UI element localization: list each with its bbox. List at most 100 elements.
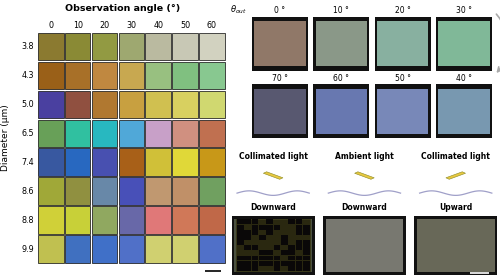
Bar	[65, 235, 90, 263]
Bar	[288, 266, 295, 271]
Text: 20 °: 20 °	[394, 6, 410, 15]
Bar	[252, 219, 258, 224]
Bar	[288, 245, 295, 250]
Bar	[296, 266, 302, 271]
Bar	[237, 256, 244, 261]
Bar	[296, 219, 302, 224]
Bar	[146, 120, 171, 147]
Bar	[296, 261, 302, 266]
Bar	[118, 91, 144, 118]
Text: Collimated light: Collimated light	[238, 152, 308, 161]
Bar	[274, 225, 280, 230]
Bar	[259, 235, 266, 240]
Text: 60 °: 60 °	[334, 74, 349, 83]
Bar	[281, 240, 288, 245]
Text: 3.8: 3.8	[22, 42, 34, 51]
Text: 9.9: 9.9	[22, 245, 34, 254]
Bar	[259, 250, 266, 255]
Bar	[438, 21, 490, 66]
Bar	[296, 245, 302, 250]
Bar	[172, 91, 198, 118]
Bar	[65, 91, 90, 118]
Bar	[303, 230, 310, 235]
Text: 40: 40	[153, 21, 163, 30]
Text: 10: 10	[73, 21, 83, 30]
Bar	[38, 62, 64, 89]
Bar	[118, 33, 144, 60]
Bar	[436, 17, 492, 71]
Bar	[274, 266, 280, 271]
Bar	[252, 17, 308, 71]
Bar	[266, 230, 273, 235]
Bar	[374, 17, 430, 71]
Bar	[288, 250, 295, 255]
Bar	[199, 148, 224, 176]
Polygon shape	[446, 172, 466, 179]
Bar	[266, 261, 273, 266]
Text: Upward: Upward	[439, 203, 472, 212]
Text: 4.3: 4.3	[22, 71, 34, 80]
Bar	[38, 33, 64, 60]
Bar	[172, 235, 198, 263]
Bar	[172, 62, 198, 89]
Bar	[234, 219, 312, 272]
Bar	[38, 206, 64, 234]
Bar	[303, 261, 310, 266]
Bar	[65, 148, 90, 176]
Bar	[237, 225, 244, 230]
Bar	[303, 256, 310, 261]
Bar	[237, 230, 244, 235]
Bar	[118, 206, 144, 234]
Bar	[146, 33, 171, 60]
Bar	[244, 256, 251, 261]
Text: Observation angle (°): Observation angle (°)	[65, 4, 180, 13]
Bar	[244, 261, 251, 266]
Bar	[244, 230, 251, 235]
Bar	[65, 206, 90, 234]
Bar	[288, 261, 295, 266]
Bar	[199, 206, 224, 234]
Bar	[288, 219, 295, 224]
Polygon shape	[264, 172, 283, 179]
Bar	[65, 177, 90, 205]
Text: 8.6: 8.6	[22, 187, 34, 196]
Bar	[237, 219, 244, 224]
Bar	[146, 62, 171, 89]
Bar	[281, 250, 288, 255]
Text: 6.5: 6.5	[22, 129, 34, 138]
Bar	[296, 225, 302, 230]
Bar	[92, 33, 118, 60]
Text: 70 °: 70 °	[272, 74, 288, 83]
Bar	[65, 120, 90, 147]
Bar	[438, 89, 490, 134]
Bar	[436, 84, 492, 138]
Bar	[252, 245, 258, 250]
Bar	[274, 261, 280, 266]
Bar	[303, 245, 310, 250]
Bar	[374, 84, 430, 138]
Bar	[252, 261, 258, 266]
Bar	[266, 225, 273, 230]
Bar	[146, 206, 171, 234]
Bar	[377, 21, 428, 66]
Text: 0: 0	[48, 21, 54, 30]
Bar	[296, 240, 302, 245]
Bar	[199, 33, 224, 60]
Bar	[252, 266, 258, 271]
Bar	[146, 177, 171, 205]
Bar	[244, 219, 251, 224]
Text: 20: 20	[100, 21, 110, 30]
Bar	[118, 120, 144, 147]
Bar	[232, 216, 314, 275]
Bar	[146, 148, 171, 176]
Bar	[252, 225, 258, 230]
Bar	[172, 148, 198, 176]
Bar	[303, 250, 310, 255]
Bar	[417, 219, 494, 272]
Bar	[65, 33, 90, 60]
Bar	[92, 62, 118, 89]
Bar	[259, 225, 266, 230]
Bar	[274, 256, 280, 261]
Polygon shape	[354, 172, 374, 179]
Text: 50 °: 50 °	[394, 74, 410, 83]
